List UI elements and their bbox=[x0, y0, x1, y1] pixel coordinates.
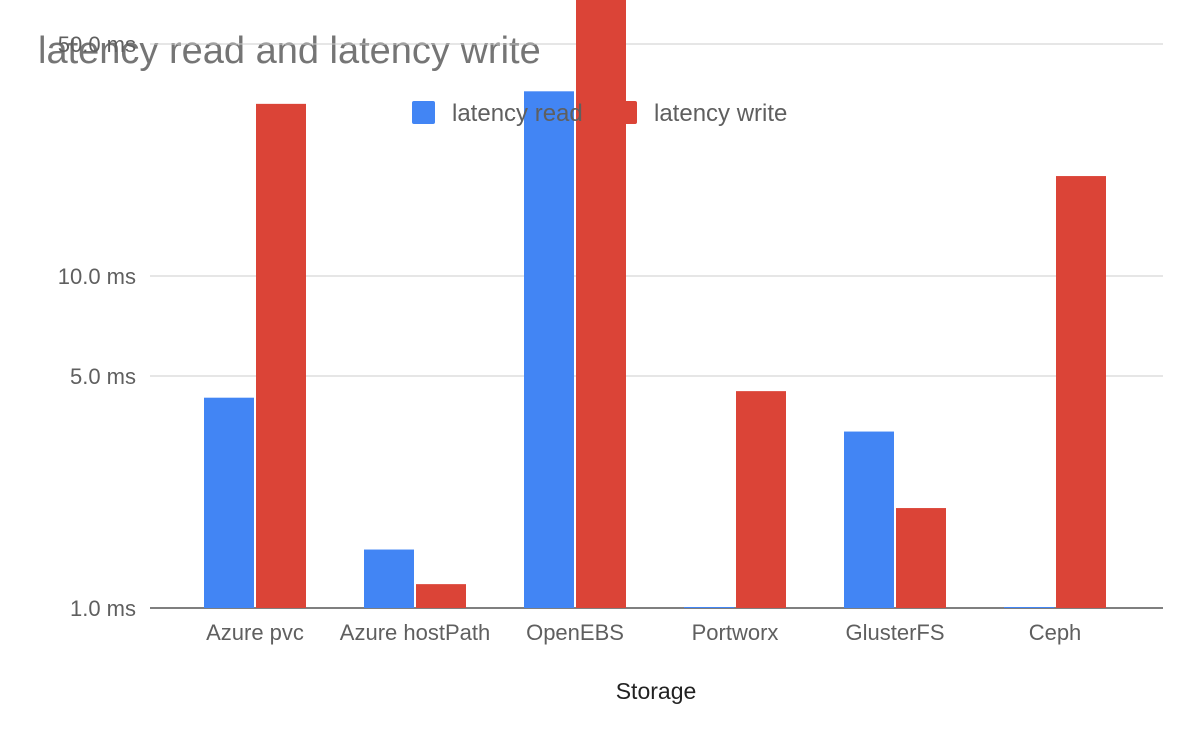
legend-label: latency read bbox=[452, 100, 583, 127]
bar-write bbox=[416, 584, 466, 608]
y-tick-label: 10.0 ms bbox=[58, 264, 136, 289]
bar-write bbox=[896, 508, 946, 608]
x-tick-label: Ceph bbox=[1029, 620, 1082, 645]
bar-write bbox=[736, 391, 786, 608]
bar-read bbox=[204, 397, 254, 608]
legend-swatch bbox=[614, 101, 637, 124]
legend-swatch bbox=[412, 101, 435, 124]
x-axis-title: Storage bbox=[616, 678, 697, 704]
y-tick-label: 50.0 ms bbox=[58, 32, 136, 57]
x-tick-label: Azure hostPath bbox=[340, 620, 490, 645]
y-tick-label: 1.0 ms bbox=[70, 596, 136, 621]
bar-read bbox=[844, 431, 894, 608]
bar-read bbox=[1004, 607, 1054, 608]
x-tick-label: Portworx bbox=[692, 620, 779, 645]
x-tick-label: OpenEBS bbox=[526, 620, 624, 645]
chart-title: latency read and latency write bbox=[38, 30, 541, 72]
bar-write bbox=[1056, 176, 1106, 608]
bar-write bbox=[256, 103, 306, 609]
bar-write bbox=[576, 0, 626, 608]
y-tick-label: 5.0 ms bbox=[70, 364, 136, 389]
bar-read bbox=[364, 549, 414, 608]
x-tick-label: Azure pvc bbox=[206, 620, 304, 645]
x-tick-label: GlusterFS bbox=[845, 620, 944, 645]
legend: latency read latency write bbox=[412, 100, 787, 127]
grid-lines bbox=[150, 43, 1163, 609]
bar-read bbox=[524, 91, 574, 609]
bar-read bbox=[684, 607, 734, 608]
x-axis-labels: Azure pvc Azure hostPath OpenEBS Portworx Gl… bbox=[206, 620, 1081, 645]
legend-label: latency write bbox=[654, 100, 787, 127]
bars bbox=[204, 0, 1106, 609]
